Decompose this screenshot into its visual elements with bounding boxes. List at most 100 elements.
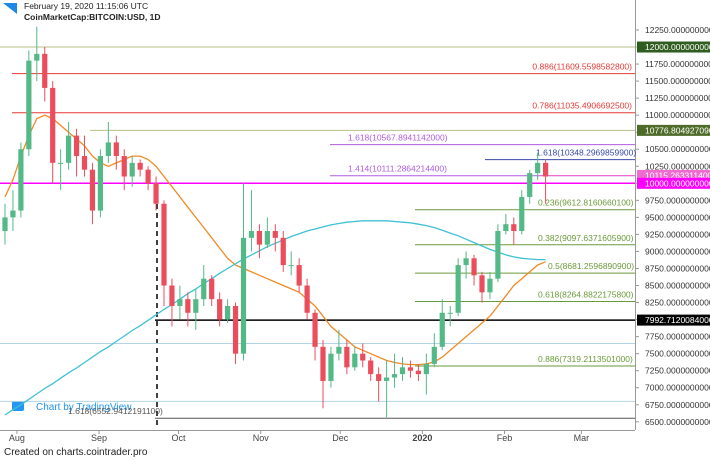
candle-body (431, 346, 437, 364)
y-tick-label: 10250.0000000000 (645, 161, 710, 171)
y-tick-label: 12250.0000000000 (645, 25, 710, 35)
candle-body (463, 258, 469, 266)
level-label: 0.236(9612.8160660100) (538, 198, 634, 208)
candle-body (328, 353, 334, 381)
candle-body (296, 265, 302, 286)
y-tick-label: 9750.0000000000 (645, 195, 710, 205)
candle-body (193, 299, 199, 313)
candle-body (519, 196, 525, 232)
candle-body (487, 278, 493, 293)
candle-body (137, 162, 143, 170)
candle-body (376, 374, 382, 381)
x-tick-label: Mar (574, 433, 590, 443)
candle-body (73, 135, 80, 157)
price-tag-label: 10000.0000000000 (645, 178, 710, 188)
candle-body (185, 299, 191, 313)
watermark: Chart by TradingView (36, 402, 132, 413)
candle-body (81, 156, 88, 170)
candle-body (161, 203, 167, 286)
candle-body (527, 173, 533, 197)
candle-body (248, 231, 255, 238)
candle-body (18, 149, 24, 211)
price-tag-label: 12000.0000000000 (645, 42, 710, 52)
candle-body (217, 299, 223, 320)
candle-body (415, 370, 421, 375)
candle-body (399, 367, 406, 375)
price-tag (637, 169, 710, 181)
level-label: 0.618(8264.8822175800) (538, 290, 634, 300)
candle-body (479, 275, 485, 293)
price-tag (637, 124, 710, 136)
level-label: 1.618(6552.9412191100) (68, 406, 163, 416)
candle-body (50, 87, 56, 163)
y-tick-label: 7500.0000000000 (645, 349, 710, 359)
y-tick-label: 11000.0000000000 (645, 110, 710, 120)
x-tick-label: Sep (91, 433, 107, 443)
y-tick-label: 7750.0000000000 (645, 332, 710, 342)
x-tick-label: Feb (497, 433, 513, 443)
candle-body (129, 162, 135, 177)
candle-body (471, 258, 477, 276)
y-tick-label: 8750.0000000000 (645, 263, 710, 273)
x-tick-label: Dec (332, 433, 349, 443)
candle-body (58, 162, 64, 164)
price-tag-label: 10115.2633114000 (645, 170, 710, 180)
candle-body (535, 162, 541, 174)
candle-body (42, 53, 48, 88)
candle-body (264, 231, 270, 245)
candle-body (455, 265, 461, 313)
level-label: 0.5(8681.2596890900) (548, 261, 634, 271)
candle-body (89, 169, 96, 211)
candle-body (511, 224, 517, 232)
price-tag-label: 10776.8049270900 (645, 125, 710, 135)
candle-body (121, 156, 127, 177)
x-tick-label: Nov (253, 433, 270, 443)
candle-body (391, 374, 398, 378)
candle-body (113, 142, 119, 157)
candle-body (423, 363, 429, 375)
y-tick-label: 9000.0000000000 (645, 246, 710, 256)
level-label: 1.618(10567.8941142000) (348, 133, 448, 143)
level-label: 0.786(11035.4906692500) (532, 101, 632, 111)
price-tag (637, 314, 710, 326)
candle-body (344, 346, 350, 368)
level-label: 0.886(11609.5598582800) (532, 62, 632, 72)
candle-body (304, 285, 310, 313)
x-tick-label: 2020 (412, 433, 432, 443)
candle-body (288, 265, 294, 267)
candle-body (240, 237, 247, 354)
x-tick-label: Oct (172, 433, 187, 443)
candle-body (360, 353, 366, 361)
price-tag (637, 41, 710, 53)
y-tick-label: 8250.0000000000 (645, 298, 710, 308)
x-tick-label: Aug (9, 433, 25, 443)
candle-body (169, 285, 175, 306)
candle-body (232, 305, 239, 354)
level-label: 1.618(10348.2969859900) (536, 148, 636, 158)
price-tag (637, 177, 710, 189)
candle-body (407, 367, 414, 371)
y-tick-label: 11500.0000000000 (645, 76, 710, 86)
y-tick-label: 7000.0000000000 (645, 383, 710, 393)
price-tag-label: 7992.7120084000 (645, 315, 710, 325)
candle-body (153, 183, 159, 204)
y-tick-label: 11750.0000000000 (645, 59, 710, 69)
candle-body (336, 346, 342, 354)
candle-body (320, 346, 326, 381)
candle-body (543, 162, 549, 177)
candle-body (2, 217, 8, 232)
candle-body (209, 278, 215, 300)
candle-body (177, 299, 183, 306)
moving-average (4, 114, 546, 366)
candle-body (272, 231, 278, 238)
y-tick-label: 9250.0000000000 (645, 229, 710, 239)
candle-body (97, 156, 103, 211)
timestamp: February 19, 2020 11:15:06 UTC (24, 1, 148, 11)
candle-body (503, 224, 509, 232)
candle-body (280, 237, 286, 266)
candle-body (439, 312, 445, 347)
y-tick-label: 10500.0000000000 (645, 144, 710, 154)
candle-body (368, 360, 374, 375)
